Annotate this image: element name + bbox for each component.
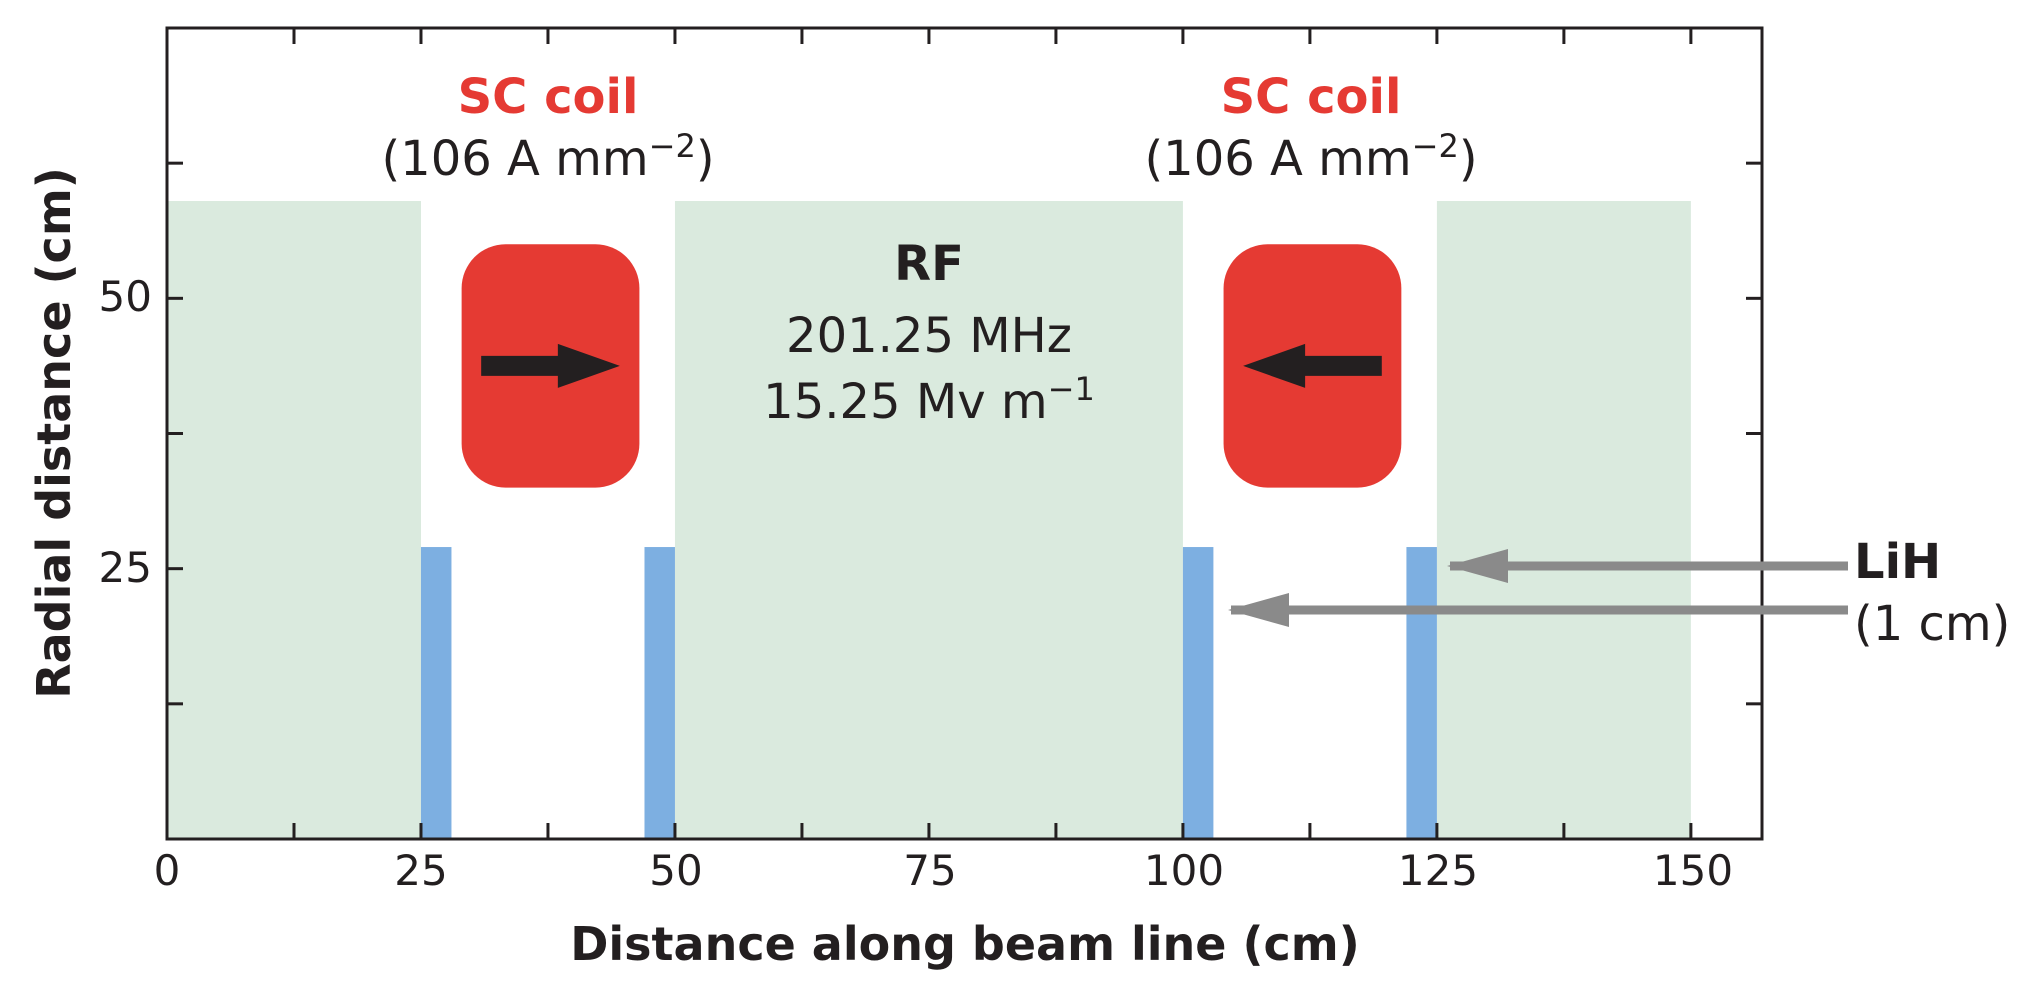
lih-pointers [1228,549,1848,627]
lih-absorber [1182,547,1214,839]
coil-current: (106 A mm−2) [381,127,714,187]
lih-absorber [1406,547,1437,839]
rf-label: RF 201.25 MHz 15.25 Mv m−1 [763,236,1095,430]
coil-label-left: SC coil (106 A mm−2) [381,69,714,187]
x-tick-label: 0 [154,846,181,895]
rf-title: RF [894,236,964,292]
rf-region [167,201,421,840]
x-tick-label: 75 [903,846,956,895]
y-tick-label: 25 [99,543,152,592]
rf-gradient: 15.25 Mv m−1 [763,370,1095,430]
lih-title: LiH [1854,534,1941,590]
rf-regions [167,201,1691,840]
lih-pointer-head [1447,549,1508,583]
axis-ticks [165,28,1762,839]
lih-absorber [420,547,452,839]
x-axis-title: Distance along beam line (cm) [570,917,1360,971]
field-direction-arrow [481,343,620,388]
lih-absorber [644,547,675,839]
x-tick-label: 150 [1653,846,1733,895]
x-tick-label: 125 [1398,846,1478,895]
rf-region [1436,201,1691,840]
lih-absorbers [420,547,1437,839]
coils [461,244,1402,488]
x-tick-labels: 0 25 50 75 100 125 150 [154,846,1733,895]
y-tick-labels: 25 50 [99,272,152,592]
y-axis-title: Radial distance (cm) [27,167,81,699]
coil-current: (106 A mm−2) [1144,127,1477,187]
coil-title: SC coil [458,69,639,125]
coil-label-right: SC coil (106 A mm−2) [1144,69,1477,187]
lih-pointer-head [1228,593,1289,627]
y-tick-label: 50 [99,272,152,321]
x-tick-label: 25 [394,846,447,895]
field-direction-arrow [1243,343,1382,388]
rf-region [674,201,1183,840]
x-tick-label: 50 [649,846,702,895]
x-tick-label: 100 [1144,846,1224,895]
coil-title: SC coil [1221,69,1402,125]
lih-thickness: (1 cm) [1854,596,2010,652]
rf-frequency: 201.25 MHz [786,308,1072,364]
